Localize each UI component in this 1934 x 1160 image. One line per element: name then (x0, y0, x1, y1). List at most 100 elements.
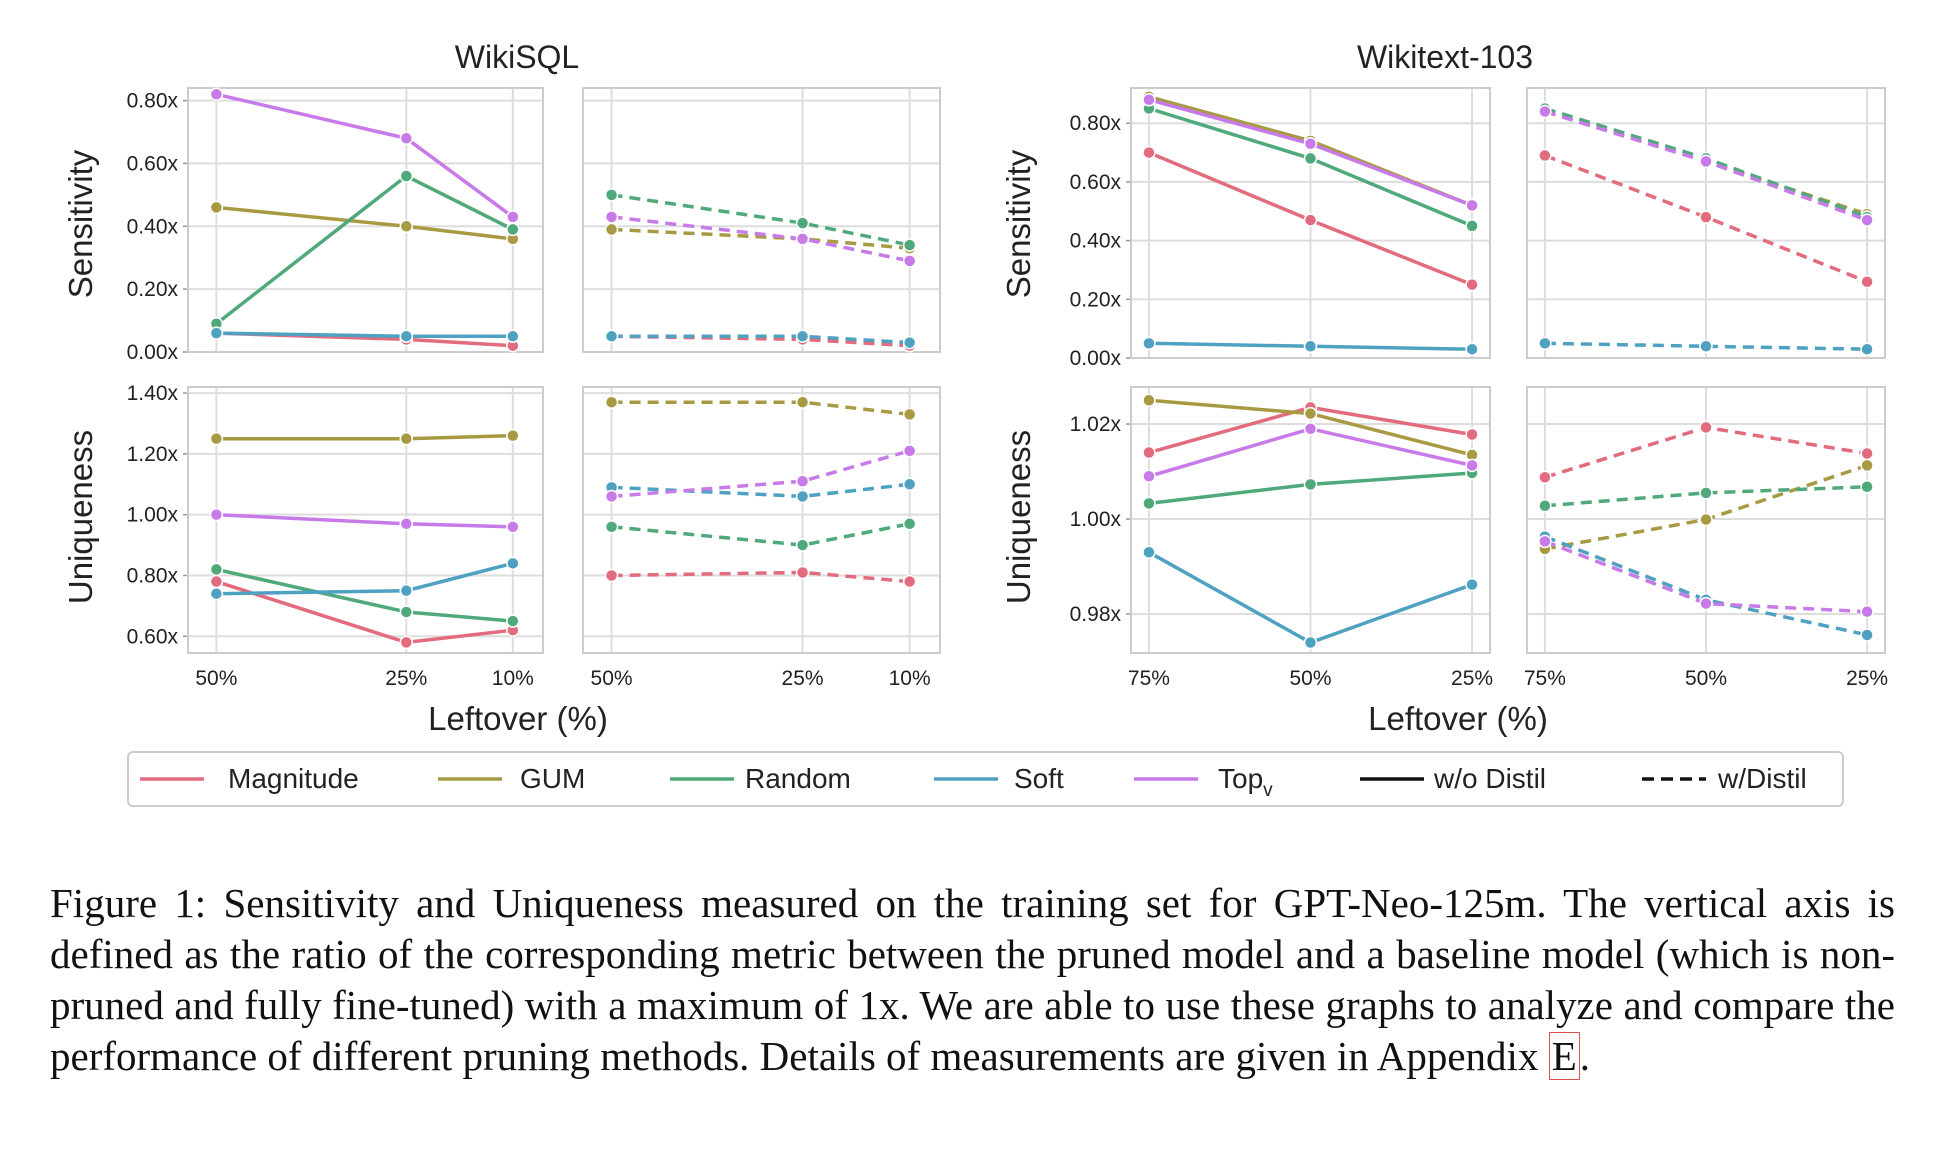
data-point-magnitude (1142, 445, 1156, 460)
data-point-gum (1699, 512, 1713, 527)
data-point-random (604, 188, 619, 202)
series-line-random (215, 173, 514, 326)
y-tick-label: 0.40x (1070, 230, 1122, 253)
data-point-gum (399, 219, 414, 234)
x-axis-label-right: Leftover (%) (1368, 700, 1548, 737)
row-label-sensitivity-left: Sensitivity (62, 149, 99, 298)
data-point-gum (209, 431, 224, 446)
panel-wikitext-103-uniqueness-distil: 75% 50% 25% (1524, 386, 1888, 690)
series-line-random (611, 193, 911, 247)
data-point-top (1303, 422, 1318, 436)
series-line-top (216, 92, 514, 219)
data-point-top (795, 474, 810, 488)
group-title-wikisql: WikiSQL (455, 39, 579, 75)
data-point-random (902, 238, 917, 252)
data-point-soft (1142, 336, 1156, 351)
series-line-gum (216, 205, 514, 241)
data-point-top (902, 444, 917, 458)
y-tick-label: 0.80x (127, 564, 179, 587)
data-point-top (506, 520, 520, 534)
y-tick-label: 1.20x (127, 443, 179, 466)
y-tick-label: 1.40x (127, 382, 179, 405)
data-point-soft (1465, 342, 1479, 356)
figure: WikiSQL Wikitext-103 Sensitivity Uniquen… (62, 39, 1888, 807)
data-point-random (209, 562, 224, 577)
data-point-soft (399, 329, 414, 344)
panel-wikisql-uniqueness-no-distil: 0.60x 0.80x 1.00x 1.20x 1.40x 50% 25% 10% (127, 382, 544, 690)
y-tick-label: 1.02x (1070, 413, 1122, 436)
x-tick-label: 75% (1128, 667, 1170, 690)
data-point-random (1860, 480, 1874, 494)
panel-wikitext-103-sensitivity-no-distil: 0.00x 0.20x 0.40x 0.60x 0.80x (1070, 87, 1491, 370)
data-point-top (604, 210, 619, 224)
data-point-random (399, 605, 414, 619)
data-point-magnitude (902, 574, 917, 589)
series-line-soft (1544, 534, 1868, 637)
data-point-soft (209, 326, 224, 340)
data-point-magnitude (1860, 446, 1874, 461)
appendix-link[interactable]: E (1548, 1032, 1580, 1080)
data-point-soft (1303, 339, 1318, 354)
data-point-magnitude (1538, 470, 1552, 484)
data-point-magnitude (1465, 277, 1479, 292)
panel-frame (1526, 386, 1886, 654)
data-point-magnitude (795, 565, 810, 580)
data-point-gum (795, 395, 810, 409)
data-point-random (902, 517, 917, 531)
data-point-soft (399, 583, 414, 598)
data-point-top (1699, 596, 1713, 611)
y-tick-label: 0.40x (127, 215, 179, 238)
data-point-gum (1142, 393, 1156, 408)
data-point-magnitude (1303, 213, 1318, 227)
y-tick-label: 0.20x (1070, 288, 1122, 311)
data-point-soft (209, 586, 224, 601)
row-label-sensitivity-right: Sensitivity (1000, 149, 1037, 298)
x-axis-label-left: Leftover (%) (428, 700, 608, 737)
x-tick-label: 25% (782, 667, 824, 690)
data-point-random (1699, 486, 1713, 500)
data-point-top (1465, 198, 1479, 213)
x-tick-label: 50% (1289, 667, 1331, 690)
data-point-top (1538, 104, 1552, 119)
x-tick-label: 25% (1846, 667, 1888, 690)
data-point-top (209, 507, 224, 522)
data-point-magnitude (1142, 145, 1156, 160)
data-point-soft (902, 335, 917, 350)
data-point-random (1303, 477, 1318, 492)
data-point-top (1538, 534, 1552, 549)
y-tick-label: 1.00x (127, 504, 179, 527)
data-point-random (795, 538, 810, 552)
y-tick-label: 0.20x (127, 278, 179, 301)
panel-wikitext-103-uniqueness-no-distil: 0.98x 1.00x 1.02x 75% 50% 25% (1070, 386, 1493, 690)
data-point-top (902, 254, 917, 268)
y-tick-label: 0.60x (1070, 171, 1122, 194)
legend-label-magnitude: Magnitude (228, 763, 359, 794)
data-point-top (1860, 213, 1874, 227)
series-line-gum (611, 400, 910, 417)
series-line-magnitude (611, 570, 910, 584)
data-point-top (1465, 458, 1479, 473)
y-tick-label: 0.60x (127, 152, 179, 175)
data-point-top (399, 517, 414, 531)
data-point-soft (1142, 545, 1156, 560)
data-point-random (795, 216, 810, 230)
data-point-random (506, 614, 520, 628)
legend: Magnitude GUM Random Soft Topv w/o Distil w/Di… (127, 751, 1844, 807)
y-tick-label: 0.00x (127, 341, 179, 364)
data-point-top (1142, 92, 1156, 107)
legend-label-w-o-distil: w/o Distil (1433, 763, 1546, 794)
data-point-magnitude (209, 574, 224, 589)
data-point-random (1465, 219, 1479, 233)
caption-end: . (1579, 1033, 1590, 1079)
data-point-gum (902, 407, 917, 422)
data-point-magnitude (1860, 274, 1874, 289)
panel-frame (1526, 87, 1886, 359)
panel-wikisql-sensitivity-no-distil: 0.00x 0.20x 0.40x 0.60x 0.80x (127, 87, 544, 364)
data-point-soft (795, 489, 810, 504)
x-tick-label: 10% (889, 667, 931, 690)
caption-text: Figure 1: Sensitivity and Uniqueness mea… (50, 880, 1895, 1079)
data-point-soft (1303, 635, 1318, 650)
panel-frame (582, 87, 941, 353)
data-point-magnitude (1699, 420, 1713, 435)
legend-label-soft: Soft (1014, 763, 1064, 794)
